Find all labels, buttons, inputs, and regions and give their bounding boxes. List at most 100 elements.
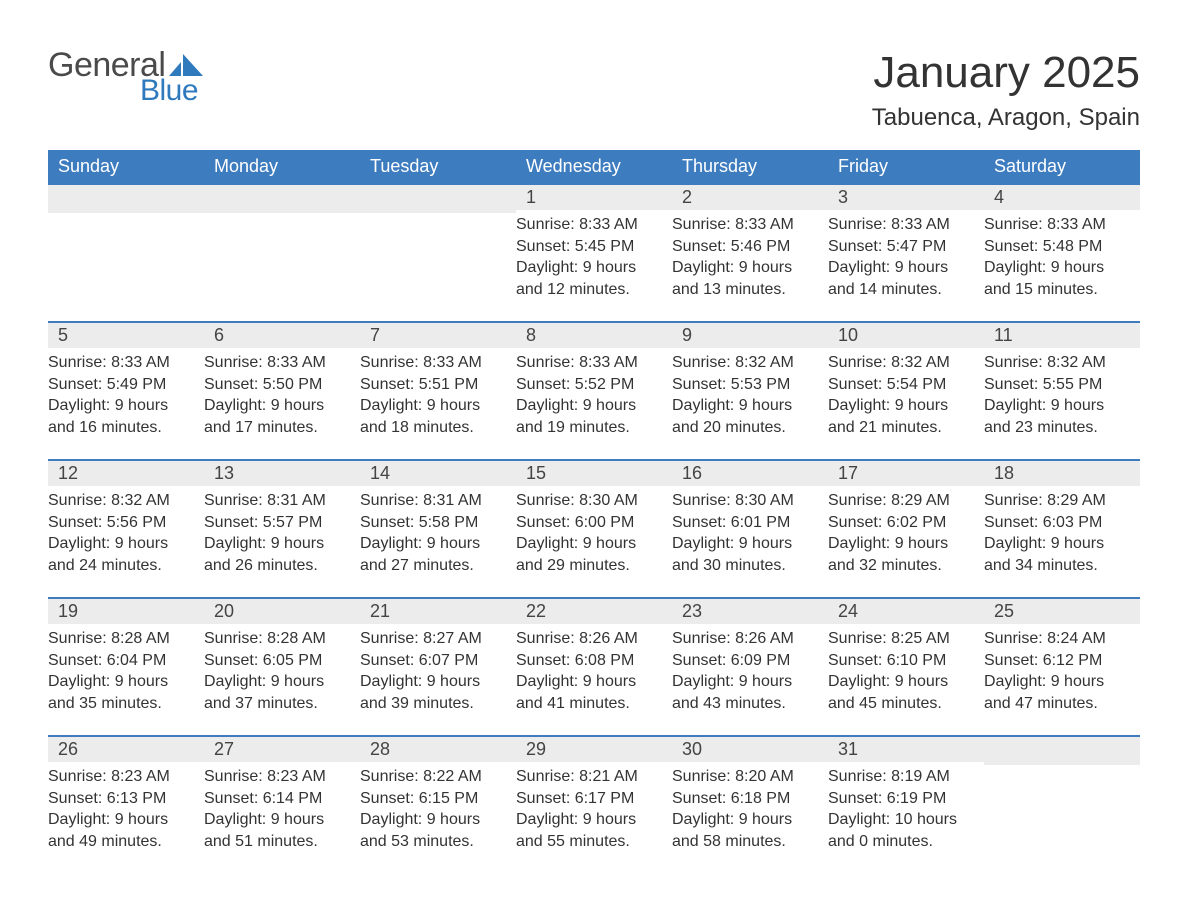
sunrise-line: Sunrise: 8:23 AM — [204, 766, 360, 788]
sunset-line: Sunset: 6:17 PM — [516, 788, 672, 810]
sunset-line: Sunset: 6:09 PM — [672, 650, 828, 672]
day-number: 10 — [828, 323, 984, 348]
day-details: Sunrise: 8:33 AMSunset: 5:52 PMDaylight:… — [516, 348, 672, 438]
sunrise-line: Sunrise: 8:30 AM — [516, 490, 672, 512]
daylight-line-1: Daylight: 9 hours — [984, 395, 1140, 417]
calendar-day: 16Sunrise: 8:30 AMSunset: 6:01 PMDayligh… — [672, 461, 828, 579]
daylight-line-1: Daylight: 9 hours — [204, 533, 360, 555]
sunrise-line: Sunrise: 8:21 AM — [516, 766, 672, 788]
sunrise-line: Sunrise: 8:33 AM — [516, 214, 672, 236]
day-number: 22 — [516, 599, 672, 624]
sunset-line: Sunset: 5:47 PM — [828, 236, 984, 258]
sunset-line: Sunset: 5:49 PM — [48, 374, 204, 396]
day-number: 7 — [360, 323, 516, 348]
daylight-line-2: and 12 minutes. — [516, 279, 672, 301]
day-details: Sunrise: 8:20 AMSunset: 6:18 PMDaylight:… — [672, 762, 828, 852]
daylight-line-2: and 55 minutes. — [516, 831, 672, 853]
month-title: January 2025 — [872, 48, 1140, 98]
day-details: Sunrise: 8:27 AMSunset: 6:07 PMDaylight:… — [360, 624, 516, 714]
day-details: Sunrise: 8:32 AMSunset: 5:54 PMDaylight:… — [828, 348, 984, 438]
sunrise-line: Sunrise: 8:22 AM — [360, 766, 516, 788]
day-number: 18 — [984, 461, 1140, 486]
title-block: January 2025 Tabuenca, Aragon, Spain — [872, 48, 1140, 132]
daylight-line-1: Daylight: 9 hours — [984, 257, 1140, 279]
sunrise-line: Sunrise: 8:33 AM — [672, 214, 828, 236]
weekday-header: Wednesday — [516, 150, 672, 183]
daylight-line-2: and 58 minutes. — [672, 831, 828, 853]
sunrise-line: Sunrise: 8:28 AM — [204, 628, 360, 650]
daylight-line-1: Daylight: 9 hours — [672, 257, 828, 279]
calendar-day: 7Sunrise: 8:33 AMSunset: 5:51 PMDaylight… — [360, 323, 516, 441]
daylight-line-2: and 32 minutes. — [828, 555, 984, 577]
calendar-day-empty — [360, 185, 516, 303]
daylight-line-1: Daylight: 9 hours — [360, 671, 516, 693]
calendar: SundayMondayTuesdayWednesdayThursdayFrid… — [48, 150, 1140, 855]
daylight-line-2: and 19 minutes. — [516, 417, 672, 439]
day-number: 4 — [984, 185, 1140, 210]
sunset-line: Sunset: 6:08 PM — [516, 650, 672, 672]
day-number: 11 — [984, 323, 1140, 348]
day-number — [984, 737, 1140, 765]
day-number: 12 — [48, 461, 204, 486]
daylight-line-2: and 47 minutes. — [984, 693, 1140, 715]
daylight-line-1: Daylight: 9 hours — [48, 809, 204, 831]
daylight-line-1: Daylight: 9 hours — [672, 809, 828, 831]
sunrise-line: Sunrise: 8:24 AM — [984, 628, 1140, 650]
calendar-week: 12Sunrise: 8:32 AMSunset: 5:56 PMDayligh… — [48, 459, 1140, 579]
daylight-line-2: and 17 minutes. — [204, 417, 360, 439]
sunset-line: Sunset: 6:02 PM — [828, 512, 984, 534]
calendar-header-row: SundayMondayTuesdayWednesdayThursdayFrid… — [48, 150, 1140, 183]
calendar-day: 23Sunrise: 8:26 AMSunset: 6:09 PMDayligh… — [672, 599, 828, 717]
daylight-line-1: Daylight: 10 hours — [828, 809, 984, 831]
sunset-line: Sunset: 6:00 PM — [516, 512, 672, 534]
daylight-line-1: Daylight: 9 hours — [516, 671, 672, 693]
header: General Blue January 2025 Tabuenca, Arag… — [48, 48, 1140, 132]
daylight-line-1: Daylight: 9 hours — [984, 671, 1140, 693]
day-details: Sunrise: 8:29 AMSunset: 6:03 PMDaylight:… — [984, 486, 1140, 576]
page: General Blue January 2025 Tabuenca, Arag… — [0, 0, 1188, 895]
calendar-day: 5Sunrise: 8:33 AMSunset: 5:49 PMDaylight… — [48, 323, 204, 441]
day-number: 31 — [828, 737, 984, 762]
daylight-line-2: and 14 minutes. — [828, 279, 984, 301]
calendar-day-empty — [204, 185, 360, 303]
daylight-line-2: and 15 minutes. — [984, 279, 1140, 301]
calendar-day: 1Sunrise: 8:33 AMSunset: 5:45 PMDaylight… — [516, 185, 672, 303]
daylight-line-1: Daylight: 9 hours — [48, 395, 204, 417]
sunset-line: Sunset: 6:03 PM — [984, 512, 1140, 534]
daylight-line-1: Daylight: 9 hours — [828, 533, 984, 555]
daylight-line-1: Daylight: 9 hours — [360, 809, 516, 831]
sunrise-line: Sunrise: 8:32 AM — [48, 490, 204, 512]
day-details: Sunrise: 8:32 AMSunset: 5:53 PMDaylight:… — [672, 348, 828, 438]
day-details: Sunrise: 8:33 AMSunset: 5:47 PMDaylight:… — [828, 210, 984, 300]
weekday-header: Friday — [828, 150, 984, 183]
daylight-line-2: and 53 minutes. — [360, 831, 516, 853]
daylight-line-2: and 34 minutes. — [984, 555, 1140, 577]
sunrise-line: Sunrise: 8:33 AM — [516, 352, 672, 374]
sunset-line: Sunset: 6:18 PM — [672, 788, 828, 810]
sunrise-line: Sunrise: 8:33 AM — [360, 352, 516, 374]
sunrise-line: Sunrise: 8:30 AM — [672, 490, 828, 512]
day-number: 27 — [204, 737, 360, 762]
calendar-day: 30Sunrise: 8:20 AMSunset: 6:18 PMDayligh… — [672, 737, 828, 855]
day-details: Sunrise: 8:33 AMSunset: 5:50 PMDaylight:… — [204, 348, 360, 438]
daylight-line-1: Daylight: 9 hours — [48, 671, 204, 693]
daylight-line-2: and 39 minutes. — [360, 693, 516, 715]
sunset-line: Sunset: 6:13 PM — [48, 788, 204, 810]
day-number: 20 — [204, 599, 360, 624]
weekday-header: Monday — [204, 150, 360, 183]
sunset-line: Sunset: 6:07 PM — [360, 650, 516, 672]
day-number: 16 — [672, 461, 828, 486]
day-number: 17 — [828, 461, 984, 486]
day-details: Sunrise: 8:29 AMSunset: 6:02 PMDaylight:… — [828, 486, 984, 576]
daylight-line-2: and 23 minutes. — [984, 417, 1140, 439]
day-details: Sunrise: 8:19 AMSunset: 6:19 PMDaylight:… — [828, 762, 984, 852]
sunset-line: Sunset: 5:55 PM — [984, 374, 1140, 396]
sunset-line: Sunset: 6:14 PM — [204, 788, 360, 810]
sunrise-line: Sunrise: 8:33 AM — [48, 352, 204, 374]
sunrise-line: Sunrise: 8:26 AM — [672, 628, 828, 650]
daylight-line-2: and 35 minutes. — [48, 693, 204, 715]
calendar-day: 24Sunrise: 8:25 AMSunset: 6:10 PMDayligh… — [828, 599, 984, 717]
calendar-day: 14Sunrise: 8:31 AMSunset: 5:58 PMDayligh… — [360, 461, 516, 579]
daylight-line-1: Daylight: 9 hours — [672, 395, 828, 417]
day-details: Sunrise: 8:33 AMSunset: 5:51 PMDaylight:… — [360, 348, 516, 438]
